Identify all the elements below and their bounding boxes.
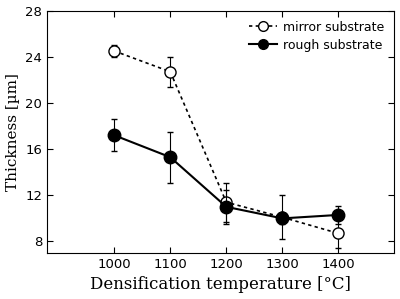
Y-axis label: Thickness [µm]: Thickness [µm] <box>6 73 20 191</box>
X-axis label: Densification temperature [°C]: Densification temperature [°C] <box>90 277 351 293</box>
Legend: mirror substrate, rough substrate: mirror substrate, rough substrate <box>246 17 388 55</box>
